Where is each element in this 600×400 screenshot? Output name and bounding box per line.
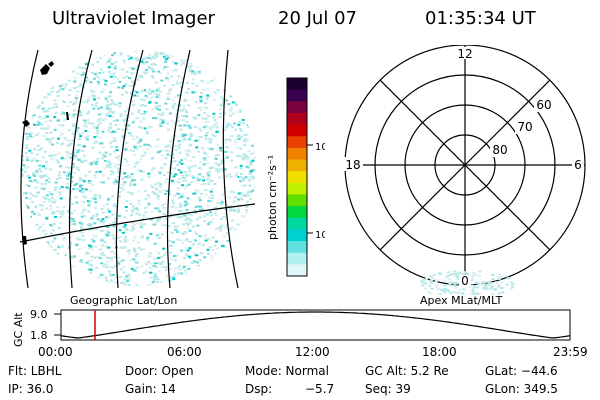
mlt-label-0: 0 — [461, 274, 469, 288]
info-mode: Mode: Normal — [245, 364, 329, 378]
xtick-1200: 12:00 — [295, 345, 330, 359]
emission-pixels — [20, 50, 256, 286]
colorbar-tick-10: 10 — [315, 230, 325, 241]
altitude-curve — [60, 311, 571, 339]
info-ip: IP: 36.0 — [8, 382, 54, 396]
info-dsp-label: Dsp: — [245, 382, 273, 396]
colorbar-tick-100: 100 — [315, 142, 325, 153]
mlt-label-6: 6 — [574, 158, 582, 172]
geographic-image-panel — [20, 50, 256, 288]
info-gain: Gain: 14 — [125, 382, 176, 396]
colorbar-unit-label: photon cm⁻²s⁻¹ — [266, 155, 279, 240]
date-label: 20 Jul 07 — [278, 8, 357, 29]
info-glon: GLon: 349.5 — [485, 382, 558, 396]
apex-panel-label: Apex MLat/MLT — [420, 294, 503, 307]
magnetic-polar-plot: 12 18 6 0 60 70 80 — [343, 45, 586, 295]
colorbar-gradient — [287, 78, 307, 277]
info-door: Door: Open — [125, 364, 194, 378]
altitude-ytick-max: 9.0 — [30, 308, 48, 321]
altitude-ylabel: GC Alt — [12, 312, 25, 347]
xtick-0000: 00:00 — [38, 345, 73, 359]
colorbar: 100 10 photon cm⁻²s⁻¹ — [266, 77, 325, 277]
lat-label-70: 70 — [517, 120, 532, 134]
instrument-title: Ultraviolet Imager — [52, 8, 215, 29]
info-gc-alt: GC Alt: 5.2 Re — [365, 364, 449, 378]
coastline-fragments — [22, 61, 69, 245]
mlt-label-12: 12 — [457, 47, 472, 61]
polar-grid — [344, 45, 586, 286]
mlt-label-18: 18 — [345, 158, 360, 172]
xtick-2359: 23:59 — [553, 345, 588, 359]
xtick-0600: 06:00 — [167, 345, 202, 359]
info-glat: GLat: −44.6 — [485, 364, 558, 378]
graticule-lines — [20, 50, 255, 288]
info-dsp-value: −5.7 — [305, 382, 335, 396]
lat-label-60: 60 — [536, 98, 551, 112]
xtick-1800: 18:00 — [422, 345, 457, 359]
altitude-plot: GC Alt 9.0 1.8 00:00 06:00 12:00 18:00 2… — [12, 308, 588, 359]
time-label: 01:35:34 UT — [425, 8, 536, 29]
lat-label-80: 80 — [492, 143, 507, 157]
info-flt: Flt: LBHL — [8, 364, 62, 378]
altitude-ytick-min: 1.8 — [30, 329, 48, 342]
info-seq: Seq: 39 — [365, 382, 411, 396]
geographic-panel-label: Geographic Lat/Lon — [70, 294, 178, 307]
